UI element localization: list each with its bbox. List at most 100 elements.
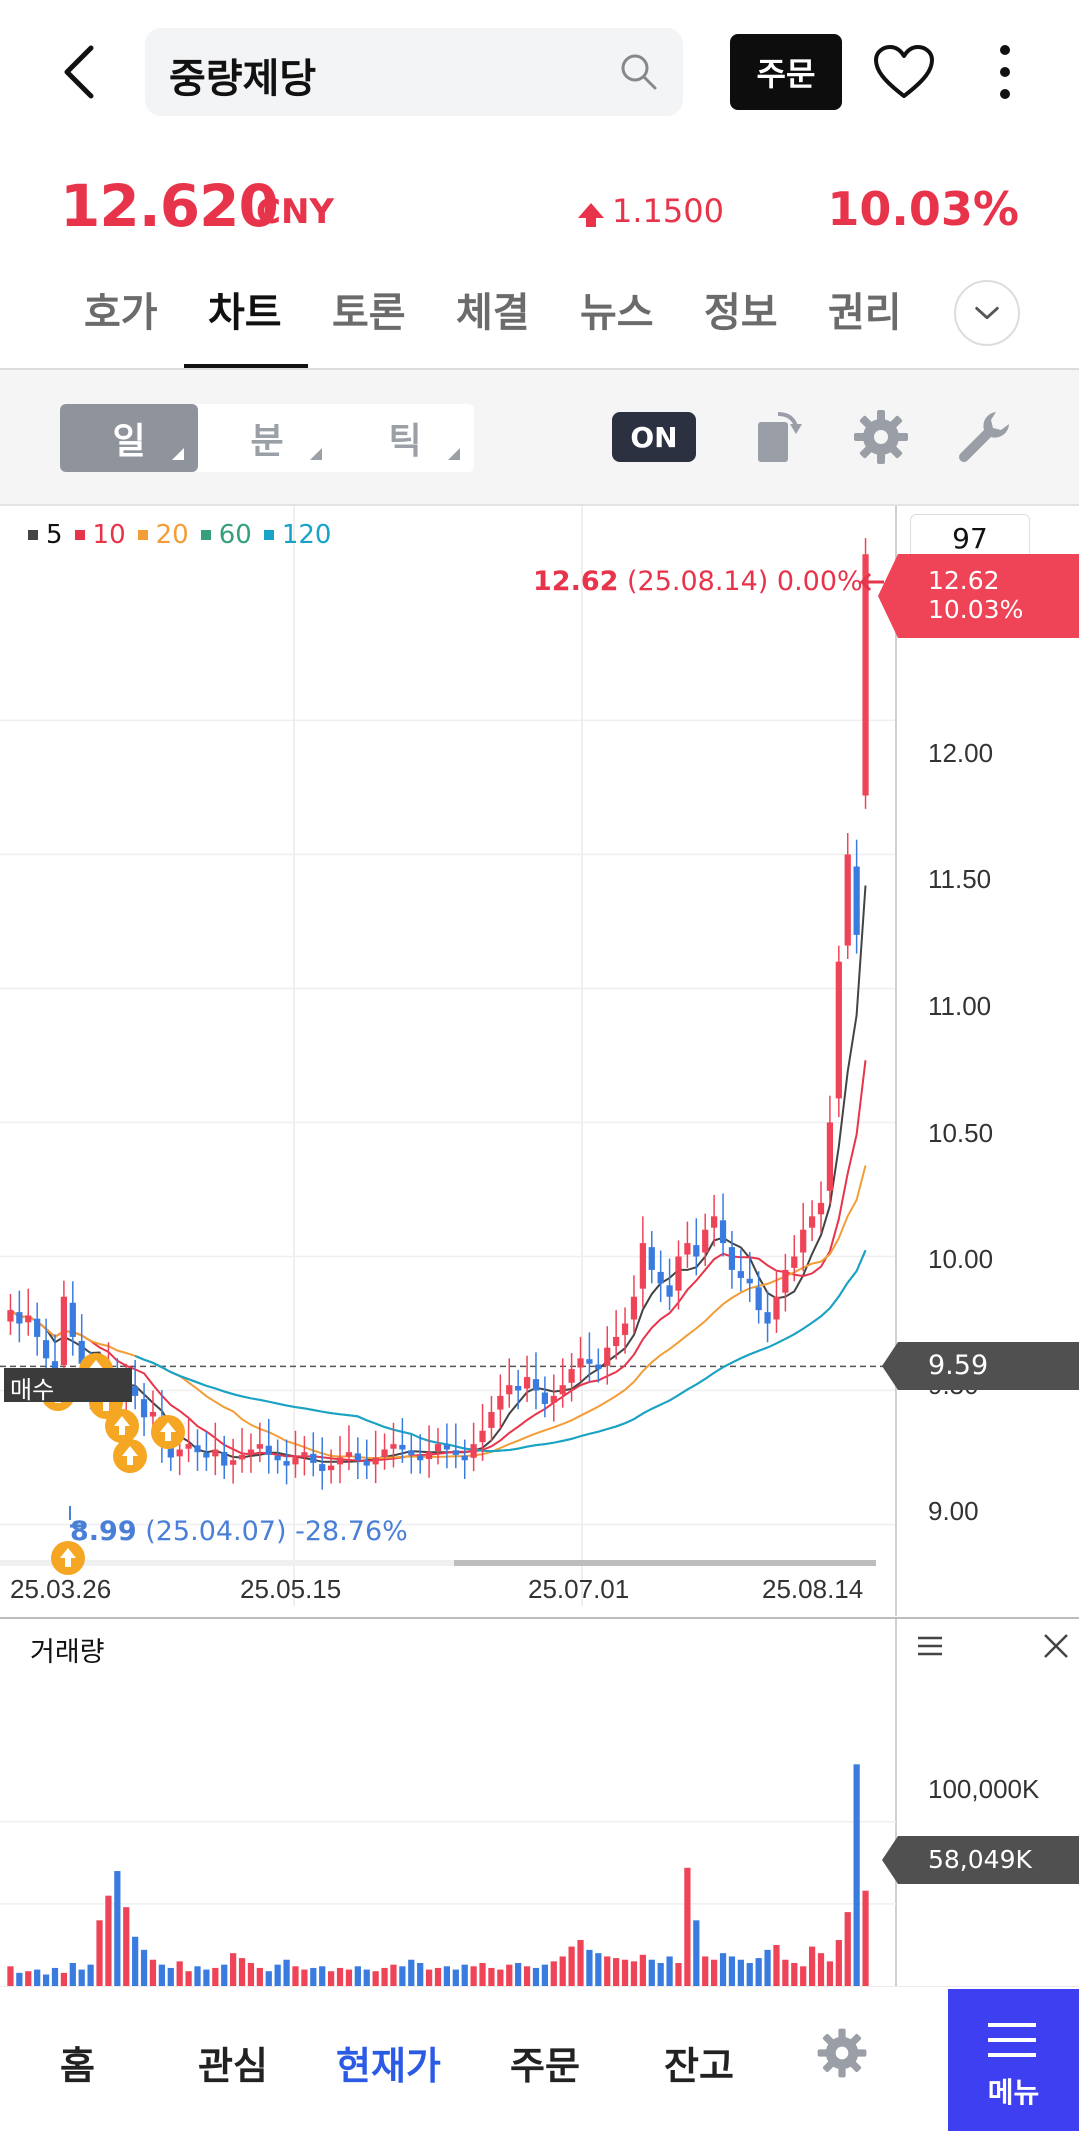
candle-body (630, 1296, 638, 1320)
volume-bar (559, 1956, 566, 1986)
nav-current-price[interactable]: 현재가 (336, 2044, 441, 2088)
menu-button[interactable]: 메뉴 (948, 1989, 1079, 2131)
x-tick: 25.07.01 (528, 1574, 630, 1604)
chevron-down-icon[interactable] (954, 280, 1020, 346)
volume-bar (684, 1867, 691, 1986)
tab-orderbook[interactable]: 호가 (84, 290, 158, 336)
arrow-up-icon (60, 1548, 76, 1567)
tab-divider (0, 368, 1079, 370)
wrench-icon[interactable] (952, 406, 1014, 468)
stock-name: 중량제당 (169, 56, 317, 102)
legend-color (263, 530, 274, 540)
volume-bar (310, 1967, 317, 1986)
gear-icon[interactable] (850, 406, 912, 468)
candle-body (336, 1457, 344, 1465)
nav-home[interactable]: 홈 (60, 2044, 95, 2088)
volume-bar (434, 1967, 442, 1986)
ma-line-20 (9, 1165, 867, 1460)
candle-body (773, 1296, 780, 1320)
ma-line-120 (134, 1249, 867, 1453)
period-minute[interactable]: 분 (198, 404, 336, 472)
volume-bar (60, 1972, 68, 1986)
candle-body (800, 1229, 807, 1253)
legend-ma10: 10 (74, 520, 126, 550)
x-tick: 25.03.26 (10, 1574, 112, 1604)
price-chart[interactable]: 5 10 20 60 120 97 12.62 10.03% 12.00 11.… (0, 506, 1079, 1986)
volume-bar (363, 1969, 370, 1986)
back-arrow-icon[interactable] (55, 40, 105, 104)
volume-title: 거래량 (30, 1637, 105, 1668)
volume-bar (256, 1967, 263, 1986)
volume-bar (862, 1890, 869, 1986)
low-value: 8.99 (70, 1516, 137, 1547)
volume-bar (336, 1967, 344, 1986)
tab-info[interactable]: 정보 (704, 290, 778, 336)
candle-body (238, 1454, 246, 1460)
candle-body (764, 1312, 771, 1324)
y-tick: 10.50 (928, 1118, 994, 1148)
nav-order[interactable]: 주문 (510, 2044, 580, 2088)
chart-canvas[interactable] (0, 506, 1079, 1986)
candle-body (853, 866, 860, 935)
volume-bar (595, 1953, 602, 1986)
tab-rights[interactable]: 권리 (828, 290, 902, 336)
candle-body (675, 1256, 682, 1291)
more-vertical-icon[interactable] (990, 42, 1020, 102)
candle-body (479, 1430, 486, 1443)
volume-bar (737, 1959, 744, 1986)
hamburger-icon (988, 2023, 1036, 2057)
detail-tabs: 호가 차트 토론 체결 뉴스 정보 권리 (60, 270, 960, 370)
tab-trades[interactable]: 체결 (456, 290, 530, 336)
volume-bar (274, 1964, 281, 1986)
candle-body (221, 1451, 228, 1466)
tag-percent: 10.03% (928, 595, 1024, 624)
candle-body (559, 1385, 566, 1395)
legend-label: 10 (92, 520, 126, 550)
candle-body (844, 854, 851, 946)
volume-bar (105, 1895, 112, 1986)
candle-body (203, 1452, 210, 1458)
volume-bar (666, 1956, 673, 1986)
period-tick[interactable]: 틱 (336, 404, 474, 472)
nav-balance[interactable]: 잔고 (664, 2044, 734, 2088)
arrow-up-icon (160, 1422, 176, 1441)
nav-watchlist[interactable]: 관심 (198, 2044, 268, 2088)
volume-bar (327, 1971, 335, 1986)
order-button[interactable]: 주문 (730, 34, 842, 110)
candle-body (417, 1455, 424, 1461)
candle-body (639, 1243, 646, 1289)
volume-bar (319, 1966, 326, 1986)
on-toggle[interactable]: ON (612, 412, 696, 462)
heart-icon[interactable] (873, 44, 935, 100)
candle-body (408, 1450, 415, 1455)
candle-body (327, 1465, 335, 1471)
candle-body (657, 1271, 664, 1284)
volume-bar (702, 1956, 709, 1986)
volume-bar (417, 1963, 424, 1986)
volume-bar (34, 1969, 41, 1986)
ma-line-10 (9, 1060, 867, 1463)
candle-body (176, 1449, 183, 1457)
y-tick: 10.00 (928, 1244, 994, 1274)
legend-color (200, 530, 211, 540)
volume-bar (764, 1949, 771, 1986)
candle-body (256, 1444, 263, 1449)
stock-search-box[interactable]: 중량제당 (145, 28, 683, 116)
gear-icon[interactable] (814, 2025, 870, 2081)
tab-news[interactable]: 뉴스 (580, 290, 654, 336)
volume-bar (399, 1966, 406, 1986)
candle-body (532, 1379, 540, 1391)
rotate-screen-icon[interactable] (748, 406, 810, 468)
period-day[interactable]: 일 (60, 404, 198, 472)
close-icon[interactable] (1042, 1632, 1070, 1660)
hamburger-icon[interactable] (916, 1634, 944, 1658)
ma-legend: 5 10 20 60 120 (28, 520, 331, 550)
tab-chart[interactable]: 차트 (208, 290, 282, 336)
price-change: 1.1500 (578, 192, 724, 230)
search-icon[interactable] (617, 50, 661, 94)
y-tick: 9.00 (928, 1496, 979, 1526)
tab-discussion[interactable]: 토론 (332, 290, 406, 336)
volume-bar (292, 1966, 299, 1986)
volume-bar (354, 1966, 361, 1986)
volume-bar (149, 1959, 157, 1986)
